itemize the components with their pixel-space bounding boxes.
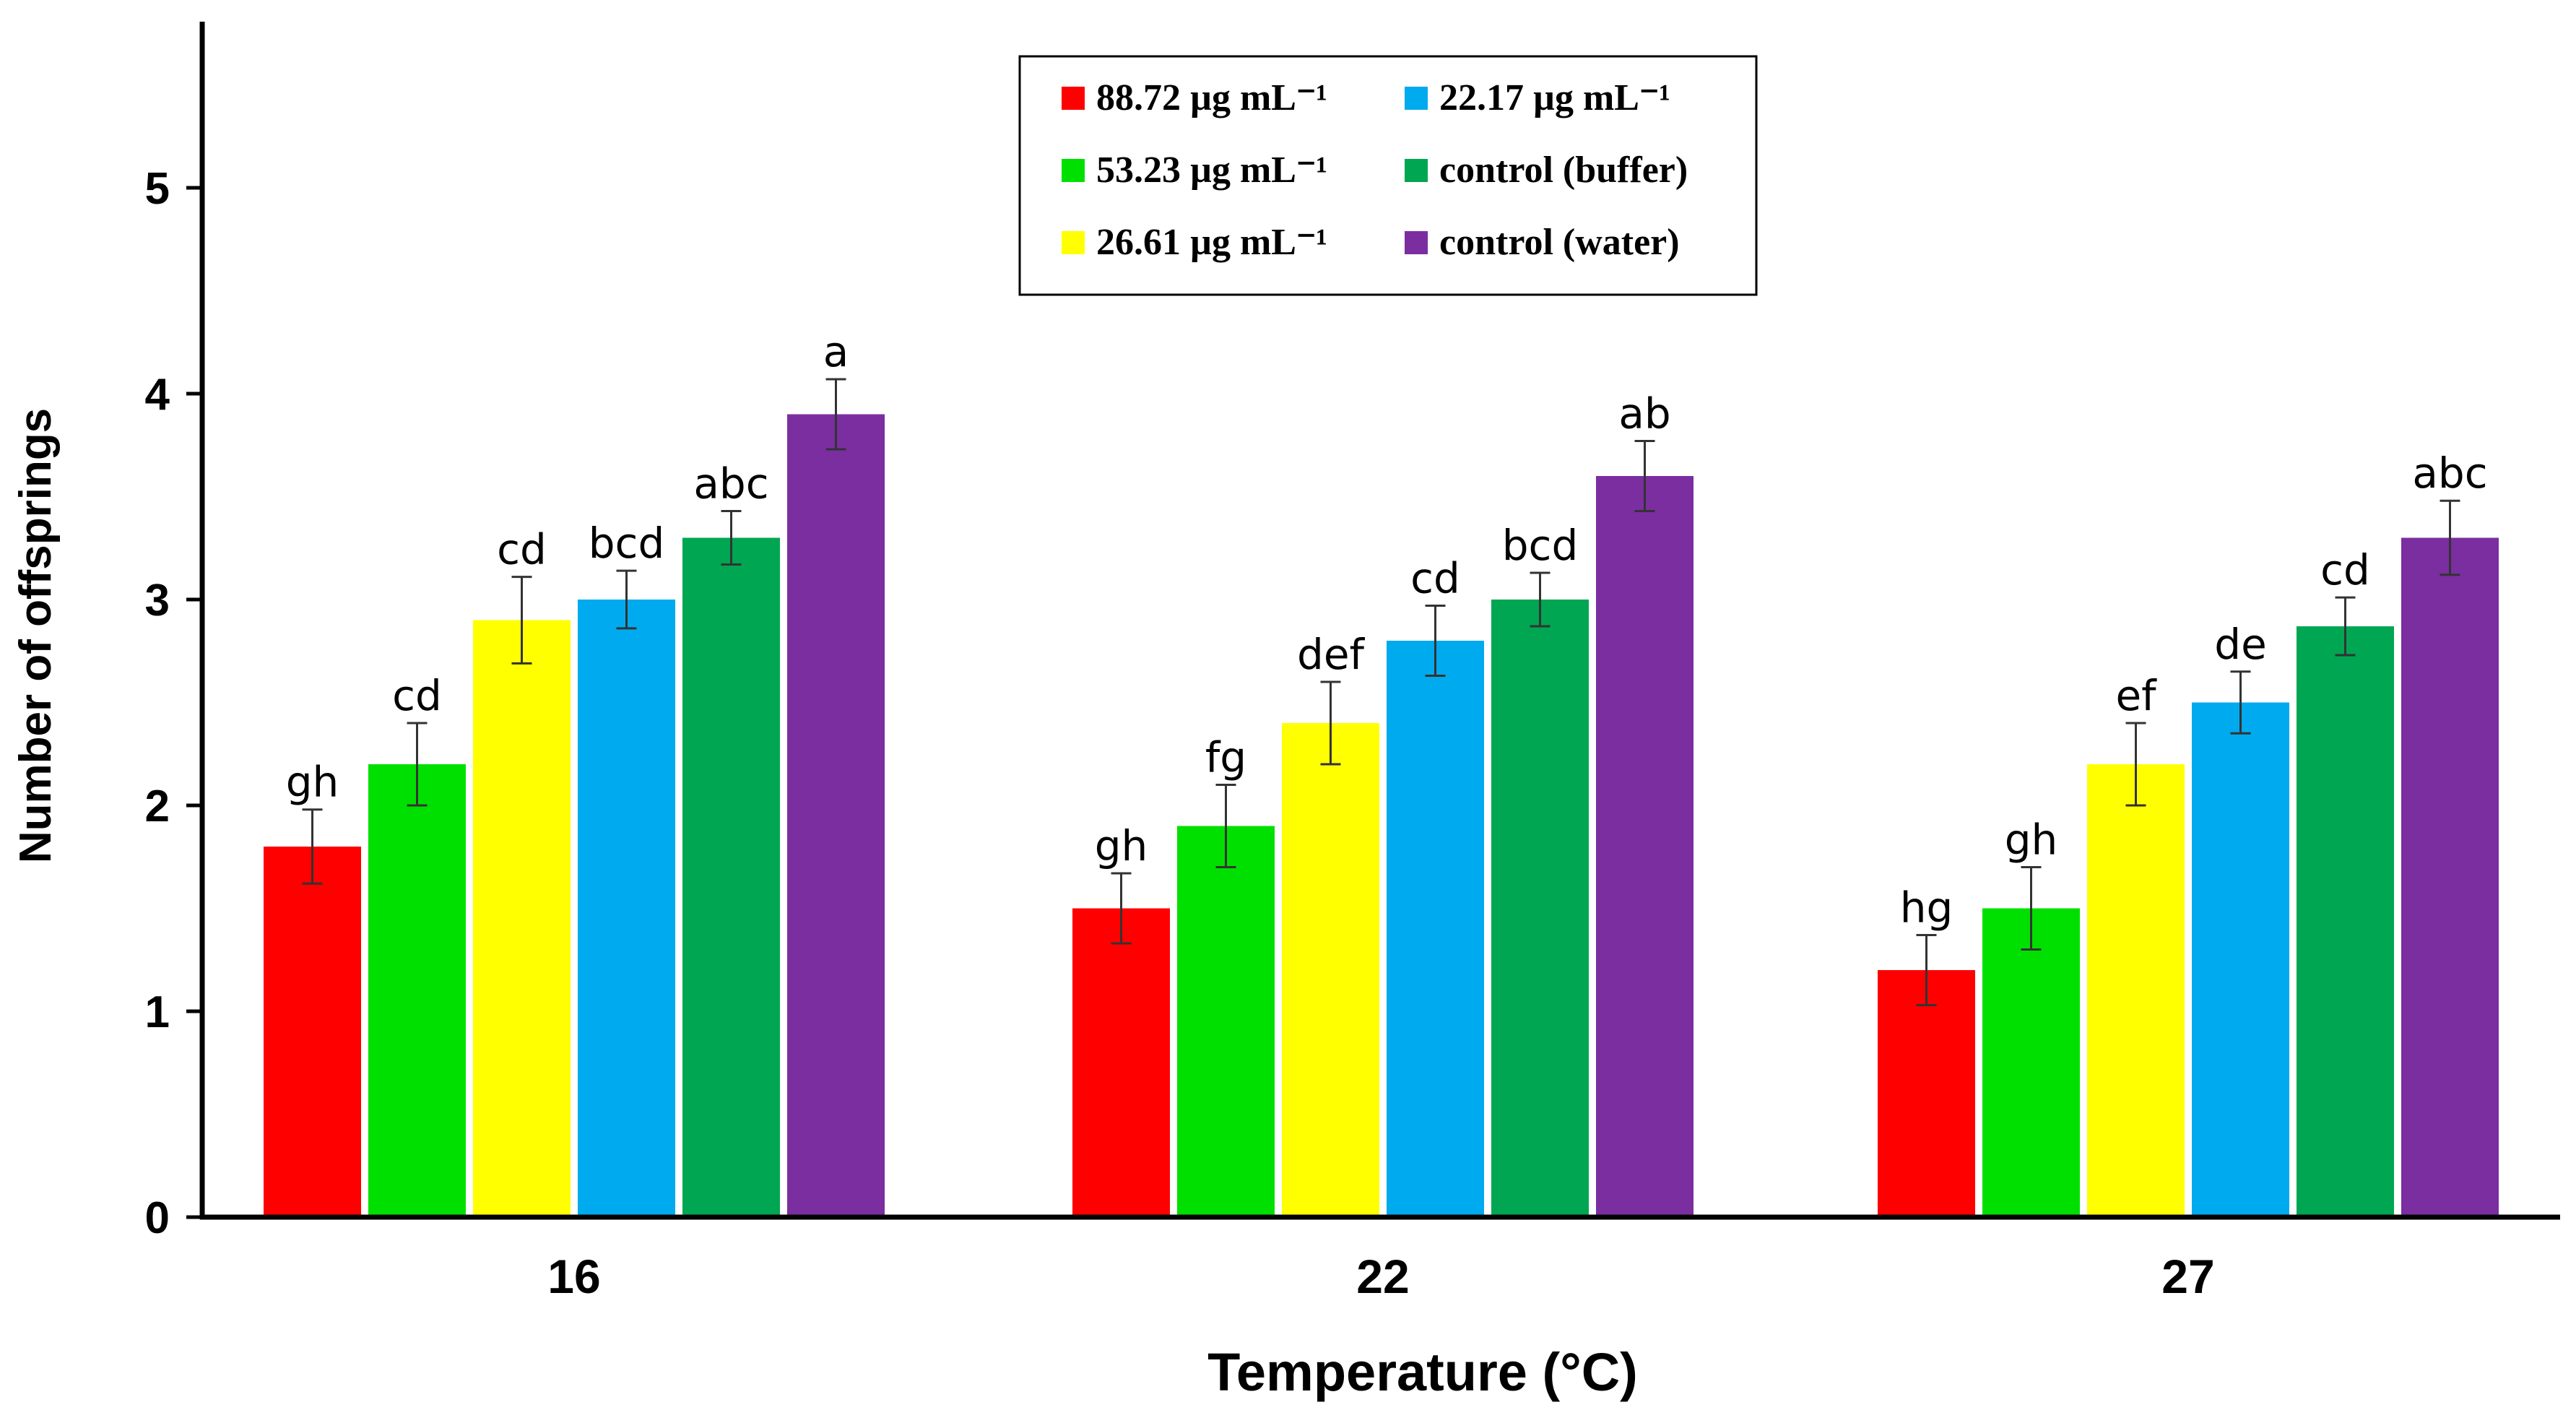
x-axis-title: Temperature (°C) (1207, 1342, 1638, 1402)
legend-swatch (1405, 87, 1428, 110)
error-bar (1320, 680, 1341, 766)
significance-label: gh (1095, 821, 1148, 870)
bar-27-series-4 (2192, 702, 2289, 1217)
significance-label: ef (2115, 671, 2157, 720)
bar-27-series-2 (1982, 908, 2080, 1217)
error-bar (2335, 596, 2356, 657)
bar-22-series-3 (1282, 723, 1379, 1217)
y-tick-label: 2 (145, 782, 170, 831)
bar-16-series-2 (368, 764, 466, 1217)
bar-27-series-1 (1878, 970, 1975, 1217)
significance-label: abc (693, 459, 768, 508)
error-bar (302, 808, 323, 885)
significance-label: gh (286, 758, 339, 807)
significance-label: hg (1900, 883, 1953, 933)
bar-22-series-4 (1387, 641, 1484, 1217)
legend-swatch (1062, 231, 1085, 254)
x-tick-label: 22 (1356, 1250, 1409, 1303)
bar-22-series-5 (1491, 600, 1589, 1217)
x-tick-label: 27 (2161, 1250, 2214, 1303)
bar-22-series-2 (1177, 826, 1275, 1217)
error-bar (2440, 499, 2460, 576)
legend-box (1018, 55, 1758, 296)
error-bar (616, 569, 637, 630)
error-bar (1215, 784, 1236, 868)
significance-label: cd (2320, 545, 2370, 594)
axes-layer: 0 1 2 3 4 5 16 22 27 (145, 22, 2560, 1303)
error-bar (721, 509, 742, 566)
significance-label: def (1297, 630, 1366, 679)
y-tick-label: 5 (145, 164, 170, 214)
legend-swatch (1062, 87, 1085, 110)
legend-label: 53.23 µg mL⁻¹ (1096, 150, 1327, 191)
significance-label: a (823, 327, 849, 376)
bar-27-series-6 (2401, 537, 2499, 1217)
significance-label: abc (2412, 449, 2487, 498)
bar-27-series-3 (2087, 764, 2185, 1217)
error-bar (1530, 571, 1551, 628)
bar-22-series-1 (1072, 908, 1170, 1217)
significance-label: cd (392, 671, 442, 720)
bars-layer (264, 378, 2499, 1217)
legend-label: control (buffer) (1439, 150, 1688, 191)
y-tick-label: 1 (145, 987, 170, 1037)
y-axis-title: Number of offsprings (11, 408, 61, 863)
error-bar (1634, 440, 1655, 512)
bar-22-series-6 (1596, 476, 1694, 1217)
significance-label: de (2214, 620, 2267, 669)
legend: 88.72 µg mL⁻¹ 53.23 µg mL⁻¹ 26.61 µg mL⁻¹ 2… (1018, 55, 1758, 296)
legend-label: 26.61 µg mL⁻¹ (1096, 222, 1327, 263)
error-bar (825, 378, 846, 451)
bar-16-series-6 (787, 414, 885, 1217)
significance-label: cd (1410, 554, 1460, 603)
significance-label: gh (2005, 816, 2058, 865)
bar-16-series-3 (473, 620, 571, 1217)
significance-label: ab (1618, 389, 1670, 438)
bar-27-series-5 (2297, 626, 2394, 1217)
significance-label: bcd (1502, 521, 1579, 570)
x-tick-label: 16 (547, 1250, 600, 1303)
legend-swatch (1405, 159, 1428, 182)
significance-label: cd (497, 525, 547, 574)
significance-label: bcd (589, 519, 665, 568)
bar-16-series-1 (264, 847, 361, 1217)
y-tick-label: 0 (145, 1193, 170, 1243)
bar-16-series-5 (682, 537, 780, 1217)
error-bar (2230, 670, 2251, 735)
error-bar (407, 722, 428, 807)
legend-label: 88.72 µg mL⁻¹ (1096, 77, 1327, 118)
legend-swatch (1405, 231, 1428, 254)
error-bar (2021, 866, 2042, 951)
error-bar (1111, 872, 1132, 945)
legend-swatch (1062, 159, 1085, 182)
legend-label: control (water) (1439, 222, 1680, 263)
error-bar (1425, 605, 1446, 677)
significance-label: fg (1205, 733, 1246, 782)
error-bar (1916, 934, 1937, 1006)
bar-16-series-4 (578, 600, 675, 1217)
y-tick-label: 4 (145, 370, 170, 420)
y-tick-label: 3 (145, 576, 170, 626)
error-bar (2125, 722, 2146, 807)
error-bar (511, 576, 532, 665)
legend-label: 22.17 µg mL⁻¹ (1439, 77, 1670, 118)
